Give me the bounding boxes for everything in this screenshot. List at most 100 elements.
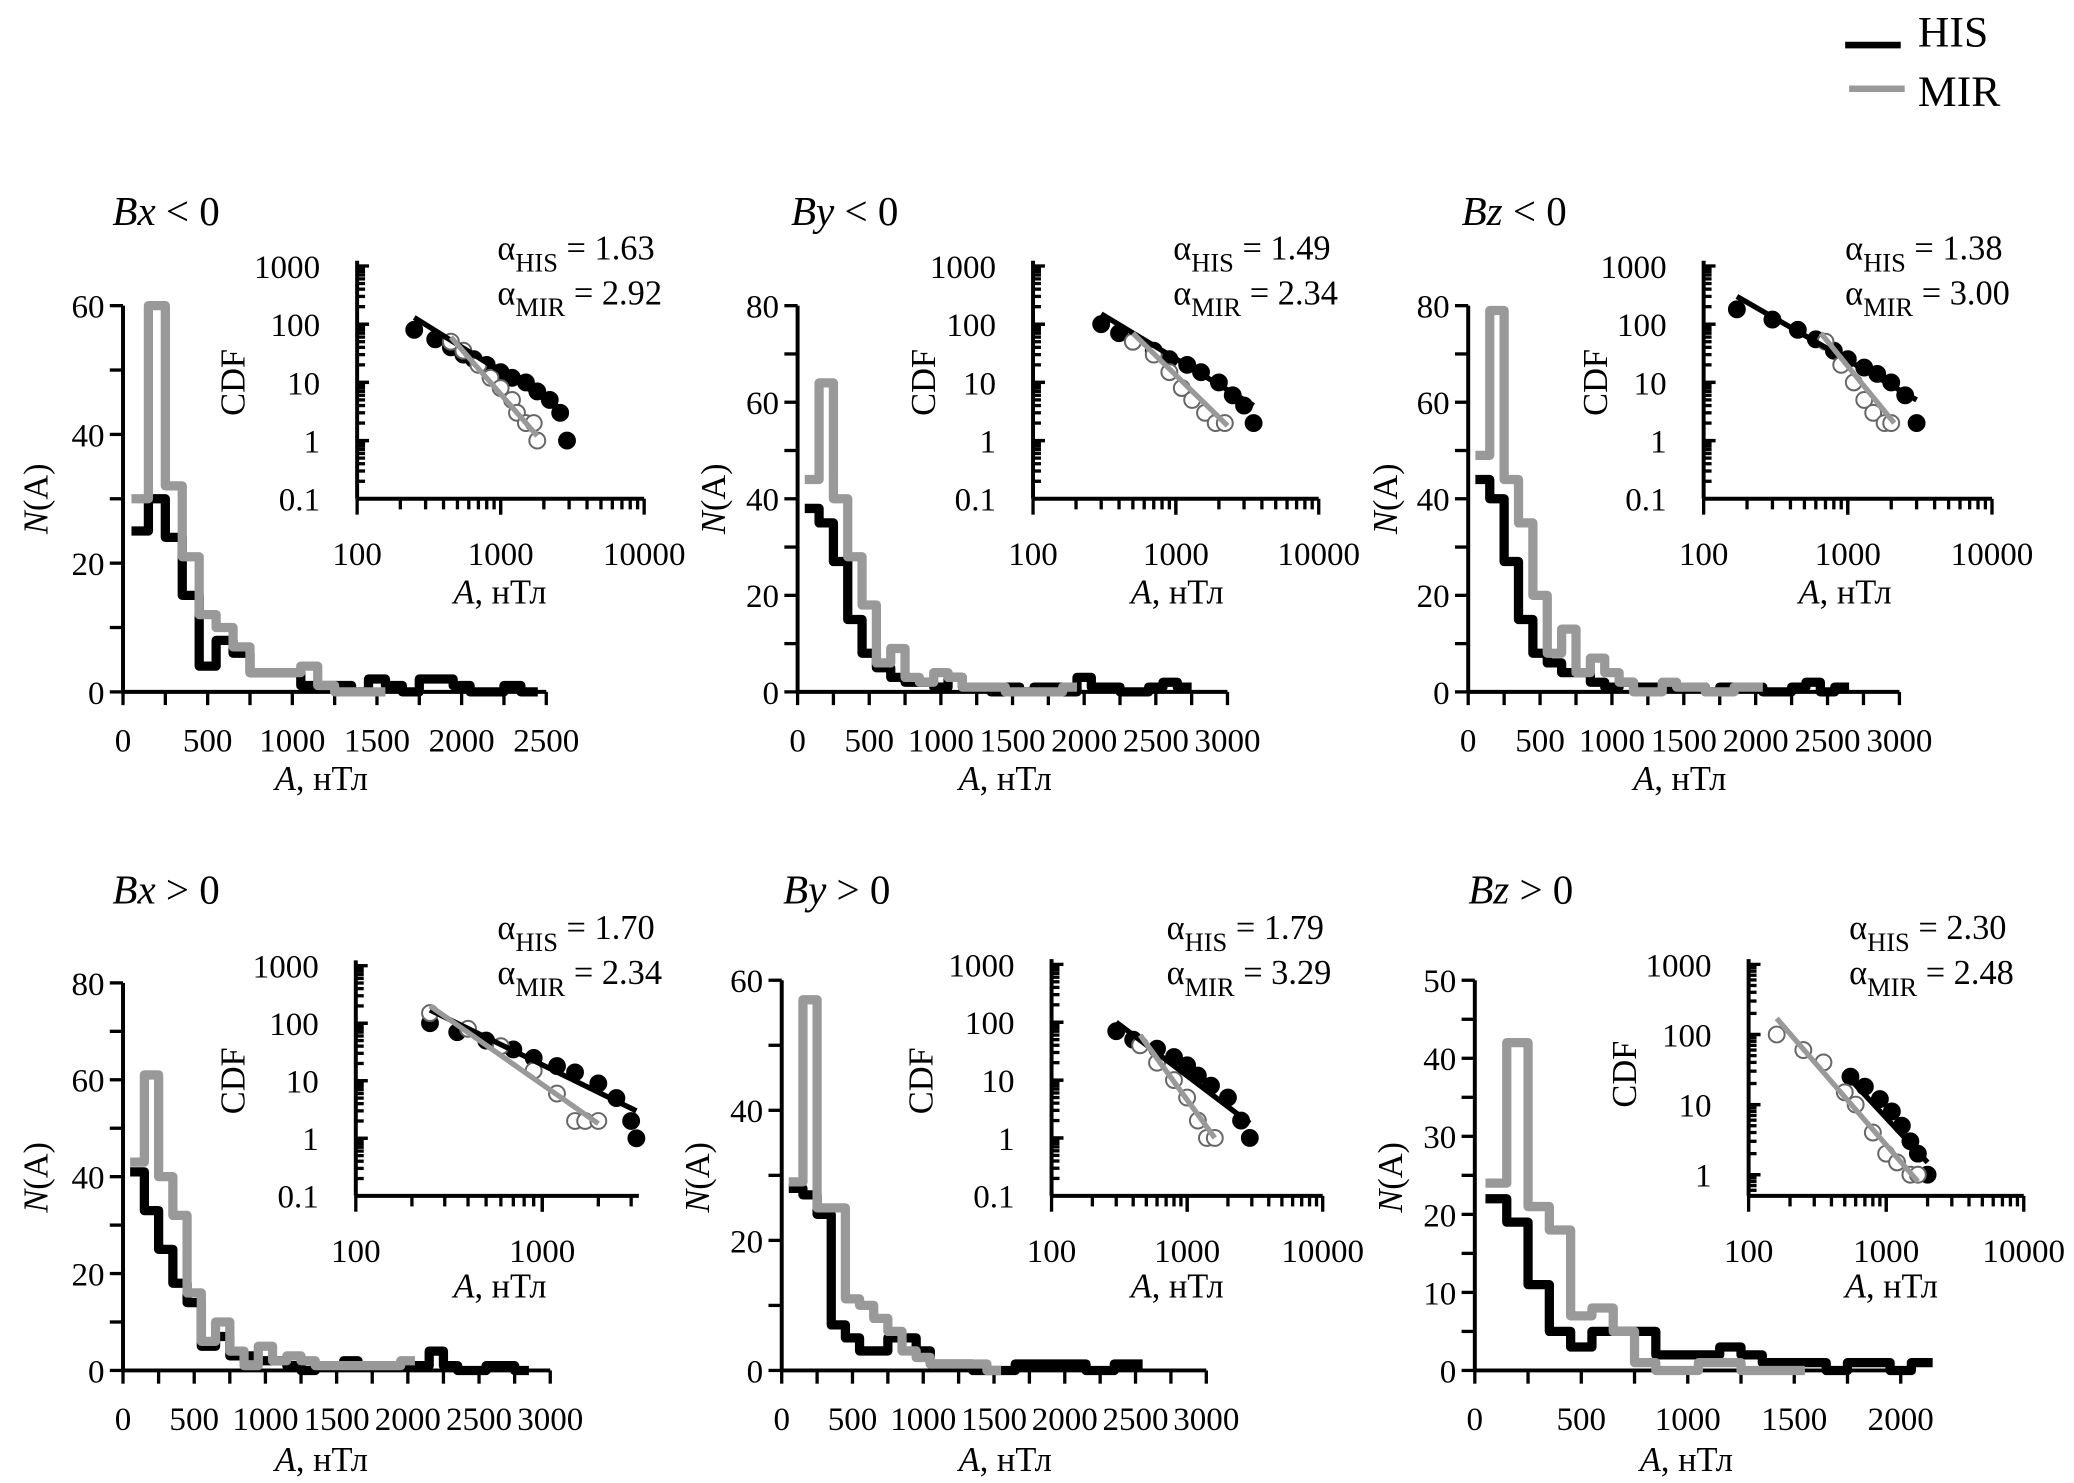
x-axis-label-var: A: [273, 760, 297, 798]
alpha-symbol: α: [1167, 909, 1185, 947]
inset-x-axis-label: A, нТл: [1843, 1268, 1938, 1306]
x-tick-label: 2500: [1102, 1402, 1168, 1438]
alpha-mir-label: αMIR = 3.29: [1167, 954, 1332, 1002]
inset-cdf: 100 1000 0.1 1 10 100 1000 CDF A, нТл αHIS = 1.70…: [215, 909, 662, 1305]
inset-y-tick-label: 100: [269, 1007, 319, 1043]
inset-x-tick-label: 10000: [603, 537, 686, 573]
inset-y-tick-label: 1000: [254, 250, 320, 286]
x-axis-label: A, нТл: [957, 760, 1052, 798]
x-tick-label: 1000: [232, 1402, 298, 1438]
inset-x-axis-label-unit: , нТл: [1866, 1268, 1938, 1306]
x-tick-label: 3000: [1866, 723, 1932, 759]
alpha-mir-label: αMIR = 2.92: [497, 274, 662, 322]
fit-line-his: [1099, 311, 1255, 408]
y-axis-label-var: N: [1372, 1188, 1410, 1214]
inset-y-tick-label: 1000: [948, 948, 1014, 984]
x-tick-label: 2000: [1868, 1402, 1934, 1438]
x-axis-label-unit: , нТл: [296, 1441, 368, 1479]
panel-title: By < 0: [791, 188, 898, 234]
y-tick-label: 60: [71, 290, 104, 326]
y-tick-label: 0: [747, 1354, 764, 1390]
title-variable: Bx: [112, 188, 155, 234]
alpha-subscript: HIS: [1191, 247, 1234, 277]
fit-line-his: [1114, 1020, 1252, 1126]
alpha-value: = 2.30: [1910, 909, 2007, 947]
panel-title: Bz > 0: [1468, 867, 1573, 913]
inset-y-axis-label: CDF: [1577, 349, 1615, 416]
alpha-subscript: MIR: [1863, 292, 1913, 322]
x-tick-label: 2000: [429, 723, 495, 759]
inset-y-tick-label: 100: [271, 308, 321, 344]
y-tick-label: 0: [88, 676, 105, 712]
alpha-mir-label: αMIR = 2.34: [497, 954, 662, 1002]
inset-y-tick-label: 1000: [253, 950, 319, 986]
title-relation: < 0: [156, 188, 220, 234]
y-tick-label: 0: [1433, 676, 1450, 712]
inset-y-axis-label: CDF: [905, 349, 943, 416]
y-axis-label: N(A): [18, 463, 56, 535]
inset-x-axis-label-unit: , нТл: [474, 573, 546, 611]
x-tick-label: 1500: [979, 723, 1045, 759]
x-axis-label-unit: , нТл: [980, 760, 1052, 798]
y-tick-label: 40: [730, 1094, 763, 1130]
inset-y-axis-label: CDF: [903, 1047, 941, 1114]
inset-x-axis-label-unit: , нТл: [1152, 1268, 1224, 1306]
alpha-value: = 1.38: [1906, 229, 2003, 267]
y-axis-label: N(A): [1372, 1142, 1410, 1214]
x-tick-label: 0: [1467, 1402, 1484, 1438]
y-tick-label: 40: [1423, 1042, 1456, 1078]
title-variable: Bx: [112, 867, 155, 913]
x-tick-label: 0: [115, 1402, 132, 1438]
inset-x-tick-label: 10000: [1982, 1234, 2065, 1270]
y-tick-label: 60: [730, 964, 763, 1000]
inset-y-axis-label: CDF: [215, 1047, 253, 1114]
cdf-point-mir: [1864, 403, 1883, 422]
alpha-value: = 1.49: [1234, 229, 1331, 267]
cdf-point-his: [1240, 1129, 1259, 1147]
histogram-mir: [130, 1070, 415, 1371]
alpha-mir-label: αMIR = 3.00: [1845, 274, 2010, 322]
alpha-value: = 1.63: [558, 229, 655, 267]
inset-y-axis-label: CDF: [1606, 1041, 1644, 1108]
inset-x-tick-label: 100: [332, 537, 382, 573]
panel: By < 00 500 1000 1500 2000 2500 3000020406080A…: [695, 188, 1360, 798]
cdf-point-his: [622, 1112, 641, 1130]
x-tick-label: 2000: [1051, 723, 1117, 759]
x-axis-label: A, нТл: [273, 760, 368, 798]
x-tick-label: 0: [789, 723, 806, 759]
alpha-mir-label: αMIR = 2.34: [1173, 274, 1338, 322]
x-tick-label: 1500: [304, 1402, 370, 1438]
y-tick-label: 20: [730, 1224, 763, 1260]
y-tick-label: 20: [1423, 1198, 1456, 1234]
y-axis-label-var: N: [18, 1188, 56, 1214]
legend-mir-label: MIR: [1918, 68, 2001, 116]
inset-x-tick-label: 1000: [509, 1234, 575, 1270]
x-tick-label: 500: [844, 723, 894, 759]
histogram-mir: [1475, 305, 1763, 697]
alpha-his-label: αHIS = 1.63: [497, 229, 654, 277]
fit-line-his: [412, 315, 569, 416]
fit-line-mir: [1131, 331, 1230, 428]
fit-line-mir: [428, 1003, 600, 1126]
inset-y-tick-label: 0.1: [279, 483, 320, 519]
alpha-subscript: MIR: [1867, 972, 1917, 1002]
x-tick-label: 1500: [961, 1402, 1027, 1438]
panel: Bx > 00 500 1000 1500 2000 2500 3000020406080A…: [18, 867, 662, 1479]
fit-line-mir: [1137, 1033, 1217, 1140]
y-axis-label-rest: (A): [18, 463, 56, 511]
x-axis-label-unit: , нТл: [980, 1441, 1052, 1479]
inset-y-tick-label: 1000: [930, 250, 996, 286]
title-variable: By: [783, 867, 827, 913]
panel-title: Bz < 0: [1462, 188, 1567, 234]
inset-y-tick-label: 0.1: [1625, 483, 1666, 519]
y-axis-label: N(A): [18, 1142, 56, 1214]
inset-x-tick-label: 1000: [1853, 1234, 1919, 1270]
y-tick-label: 0: [88, 1354, 105, 1390]
x-tick-label: 1500: [1761, 1402, 1827, 1438]
inset-y-tick-label: 10: [286, 1065, 319, 1101]
x-tick-label: 1500: [1651, 723, 1717, 759]
panel-title: By > 0: [783, 867, 890, 913]
y-tick-label: 20: [746, 579, 779, 615]
